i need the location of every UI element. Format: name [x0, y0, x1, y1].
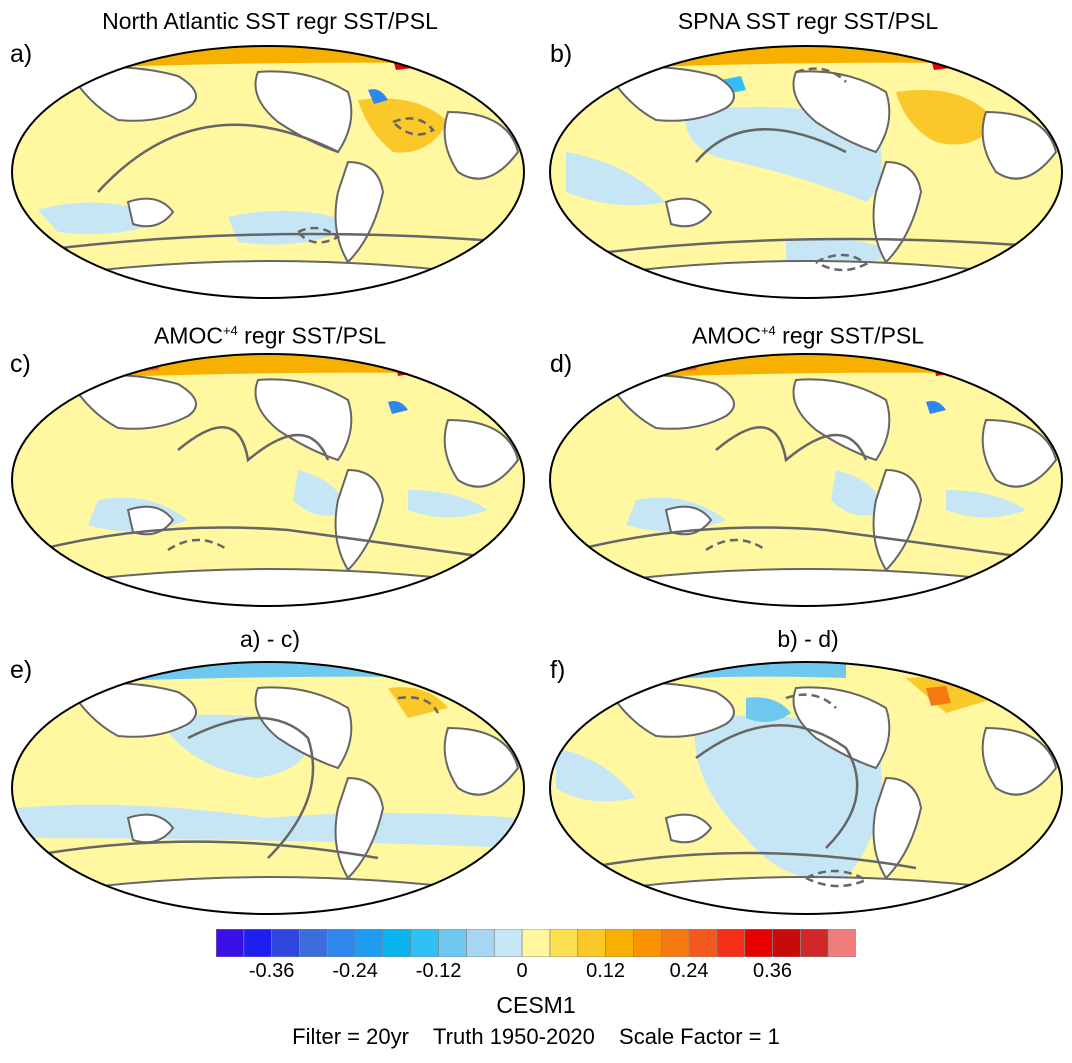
footer-info: Filter = 20yr Truth 1950-2020 Scale Fact…: [0, 1024, 1072, 1050]
filter-label: Filter = 20yr: [292, 1024, 409, 1049]
colorbar-swatch: [354, 929, 384, 957]
panel-f-tag: f): [550, 656, 566, 684]
colorbar-swatch: [326, 929, 357, 957]
panel-f-title: b) - d): [777, 626, 839, 652]
map-panel-c: [11, 353, 525, 607]
panel-a-tag: a): [10, 40, 33, 68]
sst-negative-anomaly: [228, 210, 358, 245]
colorbar-swatch: [466, 929, 496, 957]
truth-label: Truth 1950-2020: [433, 1024, 595, 1049]
colorbar-tick-label: 0.24: [669, 960, 709, 982]
colorbar-swatch: [688, 929, 718, 957]
colorbar-tick-label: 0: [516, 960, 528, 982]
model-label: CESM1: [496, 992, 576, 1018]
panel-b-tag: b): [550, 40, 573, 68]
sst-positive-anomaly: [388, 687, 448, 718]
colorbar-swatch: [799, 929, 830, 957]
colorbar-tick-label: -0.36: [248, 960, 295, 982]
map-panel-a: [11, 45, 525, 299]
panel-c-title: AMOC+4 regr SST/PSL: [153, 322, 387, 349]
panel-e-tag: e): [10, 656, 33, 684]
colorbar-swatch: [827, 929, 856, 957]
scale-factor-label: Scale Factor = 1: [619, 1024, 780, 1049]
map-panel-d: [549, 353, 1063, 607]
colorbar-swatch: [243, 929, 273, 957]
colorbar-swatch: [410, 929, 440, 957]
colorbar: [216, 929, 856, 957]
colorbar-swatch: [716, 929, 746, 957]
panel-d-title: AMOC+4 regr SST/PSL: [691, 322, 925, 349]
colorbar-tick-label: 0.12: [586, 960, 626, 982]
panel-b-title: SPNA SST regr SST/PSL: [677, 8, 939, 34]
panel-e-title: a) - c): [239, 626, 301, 652]
map-panel-e: [11, 661, 525, 915]
colorbar-swatch: [382, 929, 412, 957]
panel-c-tag: c): [10, 350, 31, 378]
colorbar-swatch: [216, 929, 245, 957]
sst-positive-anomaly: [896, 90, 996, 145]
colorbar-swatch: [577, 929, 607, 957]
colorbar-swatch: [660, 929, 690, 957]
map-panel-b: [549, 45, 1063, 299]
colorbar-swatch: [772, 929, 802, 957]
colorbar-tick-label: -0.24: [332, 960, 378, 982]
panel-a-title: North Atlantic SST regr SST/PSL: [102, 8, 438, 34]
map-panel-f: [549, 661, 1063, 915]
colorbar-swatch: [299, 929, 329, 957]
colorbar-tick-label: -0.12: [415, 960, 462, 982]
colorbar-swatch: [493, 929, 523, 957]
panel-d-tag: d): [550, 350, 573, 378]
colorbar-swatch: [632, 929, 663, 957]
colorbar-swatch: [744, 929, 774, 957]
colorbar-swatch: [271, 929, 301, 957]
colorbar-swatch: [549, 929, 579, 957]
sst-positive-anomaly: [358, 98, 448, 153]
colorbar-tick-label: 0.36: [753, 960, 792, 982]
colorbar-swatch: [438, 929, 468, 957]
colorbar-swatch: [521, 929, 551, 957]
colorbar-swatch: [605, 929, 635, 957]
